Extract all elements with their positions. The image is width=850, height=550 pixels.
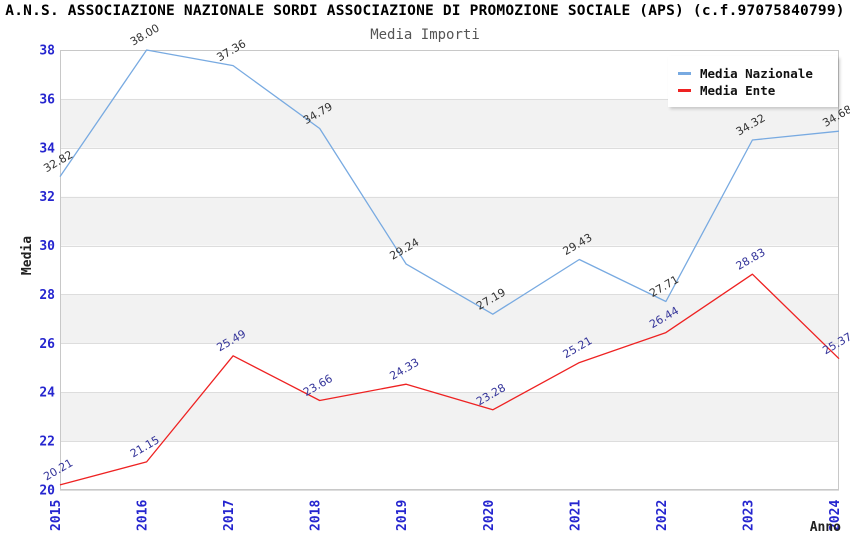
y-tick-label: 22 [39, 435, 55, 450]
x-tick-label: 2018 [309, 500, 324, 531]
y-tick-label: 28 [39, 288, 55, 303]
plot-band [60, 441, 839, 490]
x-tick-label: 2016 [136, 500, 151, 531]
x-tick-label: 2017 [222, 500, 237, 531]
y-tick-label: 36 [39, 92, 55, 107]
point-label: 38.00 [128, 21, 162, 48]
x-tick-label: 2015 [49, 500, 64, 531]
legend-line-swatch-red [678, 89, 691, 92]
y-tick-label: 38 [39, 44, 55, 59]
plot-band [60, 392, 839, 442]
plot-band [60, 147, 839, 197]
y-axis-title: Media [20, 235, 36, 276]
y-tick-label: 24 [39, 386, 55, 401]
x-tick-label: 2020 [482, 500, 497, 531]
series-line-media-nazionale [59, 49, 840, 315]
x-tick-label: 2023 [741, 500, 756, 531]
legend: Media Nazionale Media Ente [668, 56, 838, 107]
x-axis-title: Anno [809, 520, 841, 535]
y-tick-label: 34 [39, 141, 55, 156]
y-tick-label: 20 [39, 484, 55, 499]
legend-item-media-nazionale: Media Nazionale [678, 66, 828, 81]
plot-band [60, 245, 839, 295]
plot-band [60, 294, 839, 344]
plot-border [60, 50, 839, 490]
chart-subtitle: Media Importi [370, 27, 480, 43]
y-tick-label: 26 [39, 337, 55, 352]
y-tick-label: 30 [39, 239, 55, 254]
legend-line-swatch-blue [678, 72, 691, 75]
series-line-media-ente [59, 273, 840, 486]
x-tick-label: 2019 [395, 500, 410, 531]
x-tick-label: 2024 [828, 500, 843, 531]
x-tick-label: 2022 [655, 500, 670, 531]
legend-label: Media Ente [700, 83, 776, 98]
y-tick-label: 32 [39, 190, 55, 205]
plot-band [60, 343, 839, 393]
chart-title: A.N.S. ASSOCIAZIONE NAZIONALE SORDI ASSO… [5, 3, 845, 19]
legend-item-media-ente: Media Ente [678, 83, 828, 98]
plot-band [60, 98, 839, 148]
legend-label: Media Nazionale [700, 66, 813, 81]
plot-band [60, 196, 839, 246]
x-tick-label: 2021 [568, 500, 583, 531]
